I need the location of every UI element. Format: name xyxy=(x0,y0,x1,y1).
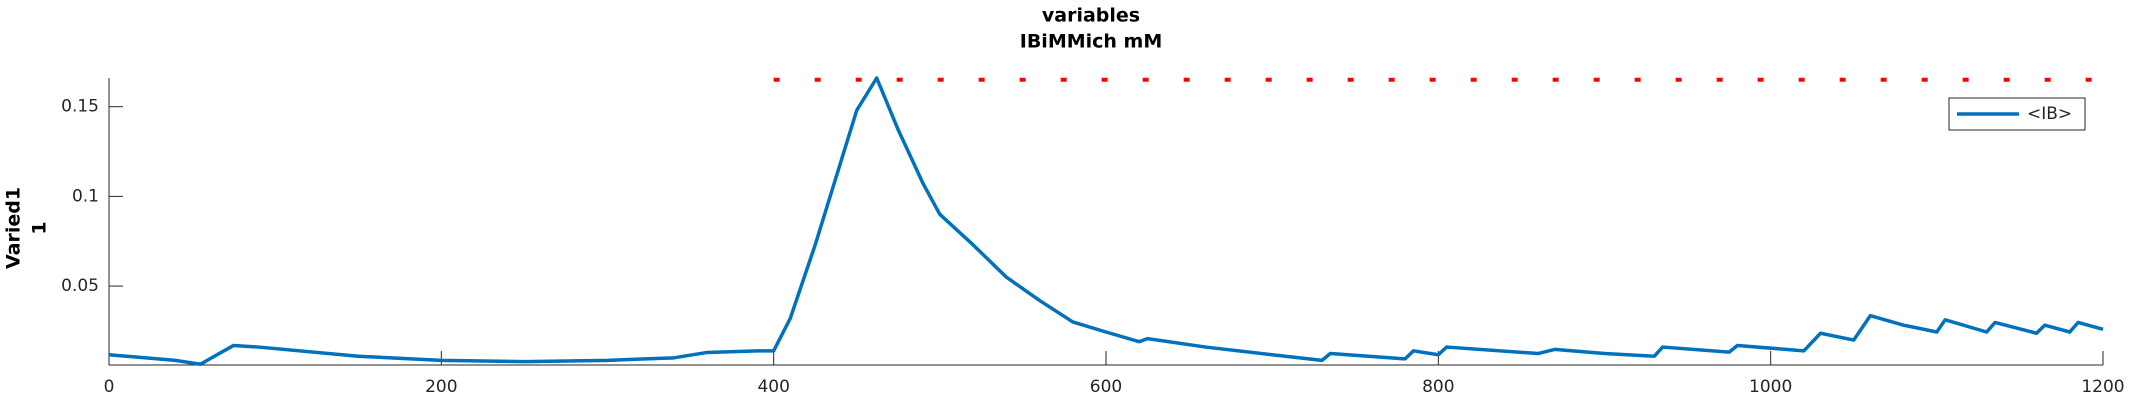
y-tick-label: 0.15 xyxy=(61,97,99,117)
x-tick-label: 400 xyxy=(757,377,789,397)
x-tick-label: 0 xyxy=(104,377,115,397)
x-tick-label: 600 xyxy=(1090,377,1122,397)
chart-title: variables xyxy=(1042,5,1140,27)
x-tick-label: 1200 xyxy=(2081,377,2124,397)
y-axis-label: 1 xyxy=(29,221,51,234)
y-axis-label: Varied1 xyxy=(3,187,25,269)
legend-label: <IB> xyxy=(2027,104,2072,124)
series-line xyxy=(108,76,2104,367)
x-tick-label: 200 xyxy=(425,377,457,397)
y-tick-label: 0.1 xyxy=(72,186,99,206)
x-tick-label: 800 xyxy=(1422,377,1454,397)
chart-title: IBiMMich mM xyxy=(1020,31,1163,53)
y-tick-label: 0.05 xyxy=(61,276,99,296)
x-tick-label: 1000 xyxy=(1749,377,1792,397)
